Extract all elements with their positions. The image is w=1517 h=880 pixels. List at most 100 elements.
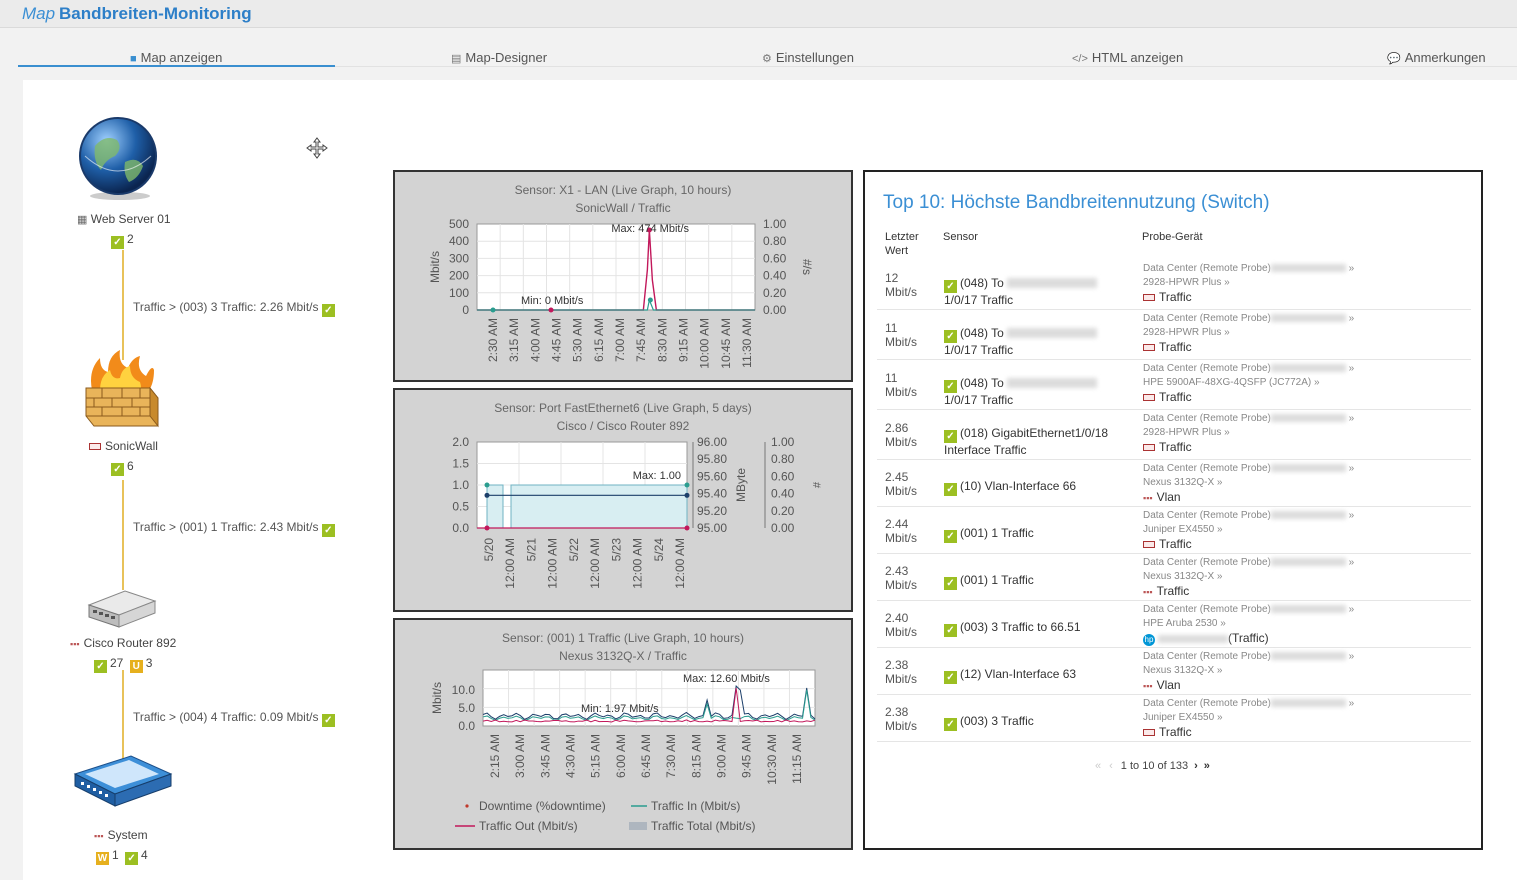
graph-panel-sonicwall[interactable]: Sensor: X1 - LAN (Live Graph, 10 hours) S… xyxy=(393,170,853,382)
redacted-text xyxy=(1270,414,1346,422)
probe-device-link[interactable]: Data Center (Remote Probe) » Nexus 3132Q-… xyxy=(1143,463,1355,504)
table-row[interactable]: 12 Mbit/s ✓ (048) To 1/0/17 Traffic Data Cen… xyxy=(877,260,1471,310)
pager: « ‹ 1 to 10 of 133 › » xyxy=(1095,760,1210,772)
last-page-button[interactable]: » xyxy=(1203,760,1210,772)
legend-marker-traffic-total xyxy=(629,822,647,830)
edge-label[interactable]: Traffic > (004) 4 Traffic: 0.09 Mbit/s ✓ xyxy=(133,710,338,727)
edge-label[interactable]: Traffic > (003) 3 Traffic: 2.26 Mbit/s ✓ xyxy=(133,300,338,317)
y2-tick-label: 0.60 xyxy=(763,251,787,265)
y3-tick-label: 0.40 xyxy=(771,487,795,501)
sensor-type: Traffic xyxy=(1159,440,1192,454)
first-page-button[interactable]: « xyxy=(1095,760,1102,772)
redacted-text xyxy=(1270,364,1346,372)
ok-check-icon: ✓ xyxy=(944,717,957,731)
sensor-link[interactable]: ✓ (048) To 1/0/17 Traffic xyxy=(944,326,1098,357)
table-row[interactable]: 2.43 Mbit/s ✓ (001) 1 Traffic Data Center (R… xyxy=(877,554,1471,601)
graph-subtitle: Cisco / Cisco Router 892 xyxy=(557,419,690,433)
tab-label: Map anzeigen xyxy=(140,50,223,65)
sensor-link[interactable]: ✓ (003) 3 Traffic xyxy=(944,714,1034,731)
header-sensor[interactable]: Sensor xyxy=(943,231,978,243)
x-tick-label: 4:00 AM xyxy=(528,318,542,362)
device-name: HPE 5900AF-48XG-4QSFP (JC772A) » xyxy=(1143,377,1320,388)
firewall-icon[interactable] xyxy=(78,350,162,434)
value-unit: Mbit/s xyxy=(885,718,918,733)
table-row[interactable]: 11 Mbit/s ✓ (048) To 1/0/17 Traffic Data Cen… xyxy=(877,310,1471,360)
sensor-link[interactable]: ✓ (018) GigabitEthernet1/0/18 Interface Tr… xyxy=(944,426,1108,457)
switch-icon[interactable] xyxy=(71,752,175,810)
probe-device-link[interactable]: Data Center (Remote Probe) » 2928-HPWR Pl… xyxy=(1143,413,1355,454)
node-label-cisco-router[interactable]: ▪▪▪ Cisco Router 892 xyxy=(70,636,176,650)
value-unit: Mbit/s xyxy=(885,483,918,498)
table-row[interactable]: 11 Mbit/s ✓ (048) To 1/0/17 Traffic Data Cen… xyxy=(877,360,1471,410)
probe-name: Data Center (Remote Probe) xyxy=(1143,604,1271,615)
x-tick-label: 9:15 AM xyxy=(677,318,691,362)
probe-device-link[interactable]: Data Center (Remote Probe) » 2928-HPWR Pl… xyxy=(1143,263,1355,304)
probe-device-link[interactable]: Data Center (Remote Probe) » HPE Aruba 25… xyxy=(1143,604,1355,646)
table-row[interactable]: 2.38 Mbit/s ✓ (003) 3 Traffic Data Center (R… xyxy=(877,695,1471,742)
sensor-link[interactable]: ✓ (003) 3 Traffic to 66.51 xyxy=(944,620,1081,637)
warning-icon: W xyxy=(96,852,109,865)
tab-map-anzeigen[interactable]: ■ Map anzeigen xyxy=(130,50,222,65)
probe-device-link[interactable]: Data Center (Remote Probe) » Juniper EX45… xyxy=(1143,510,1355,551)
sensor-name: (10) Vlan-Interface 66 xyxy=(960,478,1077,493)
probe-device-link[interactable]: Data Center (Remote Probe) » 2928-HPWR Pl… xyxy=(1143,313,1355,354)
node-label-web-server[interactable]: ▦ Web Server 01 xyxy=(77,212,171,226)
probe-device-link[interactable]: Data Center (Remote Probe) » HPE 5900AF-4… xyxy=(1143,363,1355,404)
sensor-name: (001) 1 Traffic xyxy=(960,572,1034,587)
device-name: Nexus 3132Q-X » xyxy=(1143,477,1223,488)
node-label-sonicwall[interactable]: SonicWall xyxy=(89,439,158,453)
move-icon[interactable] xyxy=(305,136,329,160)
globe-icon[interactable] xyxy=(75,116,161,202)
tab-einstellungen[interactable]: ⚙ Einstellungen xyxy=(762,50,854,65)
graph-subtitle: Nexus 3132Q-X / Traffic xyxy=(559,649,687,663)
sensor-link[interactable]: ✓ (048) To 1/0/17 Traffic xyxy=(944,276,1098,307)
edge-label[interactable]: Traffic > (001) 1 Traffic: 2.43 Mbit/s ✓ xyxy=(133,520,338,537)
sensor-name: (003) 3 Traffic to 66.51 xyxy=(960,619,1081,634)
ok-check-icon: ✓ xyxy=(944,623,957,637)
table-row[interactable]: 2.38 Mbit/s ✓ (12) Vlan-Interface 63 Data Ce… xyxy=(877,648,1471,695)
table-row[interactable]: 2.44 Mbit/s ✓ (001) 1 Traffic Data Center (R… xyxy=(877,507,1471,554)
ok-check-icon: ✓ xyxy=(125,852,139,865)
x-tick-label: 2:30 AM xyxy=(486,318,500,362)
graph-cisco: Sensor: Port FastEthernet6 (Live Graph, … xyxy=(452,401,822,589)
tab-html-anzeigen[interactable]: </> HTML anzeigen xyxy=(1072,50,1183,65)
graph-nexus: Sensor: (001) 1 Traffic (Live Graph, 10 … xyxy=(430,631,816,833)
ok-count: 2 xyxy=(127,232,134,246)
node-label-system[interactable]: ▪▪▪ System xyxy=(94,828,148,842)
router-icon[interactable] xyxy=(85,585,157,631)
sensor-link[interactable]: ✓ (001) 1 Traffic xyxy=(944,573,1034,590)
graph-panel-cisco[interactable]: Sensor: Port FastEthernet6 (Live Graph, … xyxy=(393,388,853,612)
last-value: 2.44 Mbit/s xyxy=(885,517,917,545)
prev-page-button[interactable]: ‹ xyxy=(1109,760,1113,772)
probe-device-link[interactable]: Data Center (Remote Probe) » Juniper EX45… xyxy=(1143,698,1355,739)
table-row[interactable]: 2.86 Mbit/s ✓ (018) GigabitEthernet1/0/18 In… xyxy=(877,410,1471,460)
sensor-link[interactable]: ✓ (001) 1 Traffic xyxy=(944,526,1034,543)
x-tick-label: 3:15 AM xyxy=(507,318,521,362)
tab-map-designer[interactable]: ▤ Map-Designer xyxy=(451,50,547,65)
status-row: ✓ 2 xyxy=(111,232,134,249)
header-probe-device[interactable]: Probe-Gerät xyxy=(1142,231,1203,243)
sensor-link[interactable]: ✓ (10) Vlan-Interface 66 xyxy=(944,479,1076,496)
graph-panel-nexus[interactable]: Sensor: (001) 1 Traffic (Live Graph, 10 … xyxy=(393,618,853,850)
sensor-link[interactable]: ✓ (12) Vlan-Interface 63 xyxy=(944,667,1076,684)
node-name: SonicWall xyxy=(105,439,158,453)
data-point xyxy=(684,525,690,531)
header-last-value[interactable]: Letzter Wert xyxy=(885,231,919,257)
table-row[interactable]: 2.45 Mbit/s ✓ (10) Vlan-Interface 66 Data Ce… xyxy=(877,460,1471,507)
next-page-button[interactable]: › xyxy=(1194,760,1198,772)
redacted-text xyxy=(1270,264,1346,272)
data-point xyxy=(647,297,653,303)
redacted-text xyxy=(1270,511,1346,519)
data-point xyxy=(684,482,690,488)
y-tick-label: 500 xyxy=(449,217,469,231)
designer-icon: ▤ xyxy=(451,53,462,65)
probe-device-link[interactable]: Data Center (Remote Probe) » Nexus 3132Q-… xyxy=(1143,557,1355,598)
tab-bar: ■ Map anzeigen ▤ Map-Designer ⚙ Einstellung… xyxy=(0,40,1517,68)
graph-sonicwall: Sensor: X1 - LAN (Live Graph, 10 hours) S… xyxy=(428,183,814,369)
table-row[interactable]: 2.40 Mbit/s ✓ (003) 3 Traffic to 66.51 Data … xyxy=(877,601,1471,648)
probe-device-link[interactable]: Data Center (Remote Probe) » Nexus 3132Q-… xyxy=(1143,651,1355,692)
y2-tick-label: 0.80 xyxy=(763,234,787,248)
tab-anmerkungen[interactable]: 💬 Anmerkungen xyxy=(1387,50,1486,65)
sensor-link[interactable]: ✓ (048) To 1/0/17 Traffic xyxy=(944,376,1098,407)
node-name: Web Server 01 xyxy=(90,212,171,226)
